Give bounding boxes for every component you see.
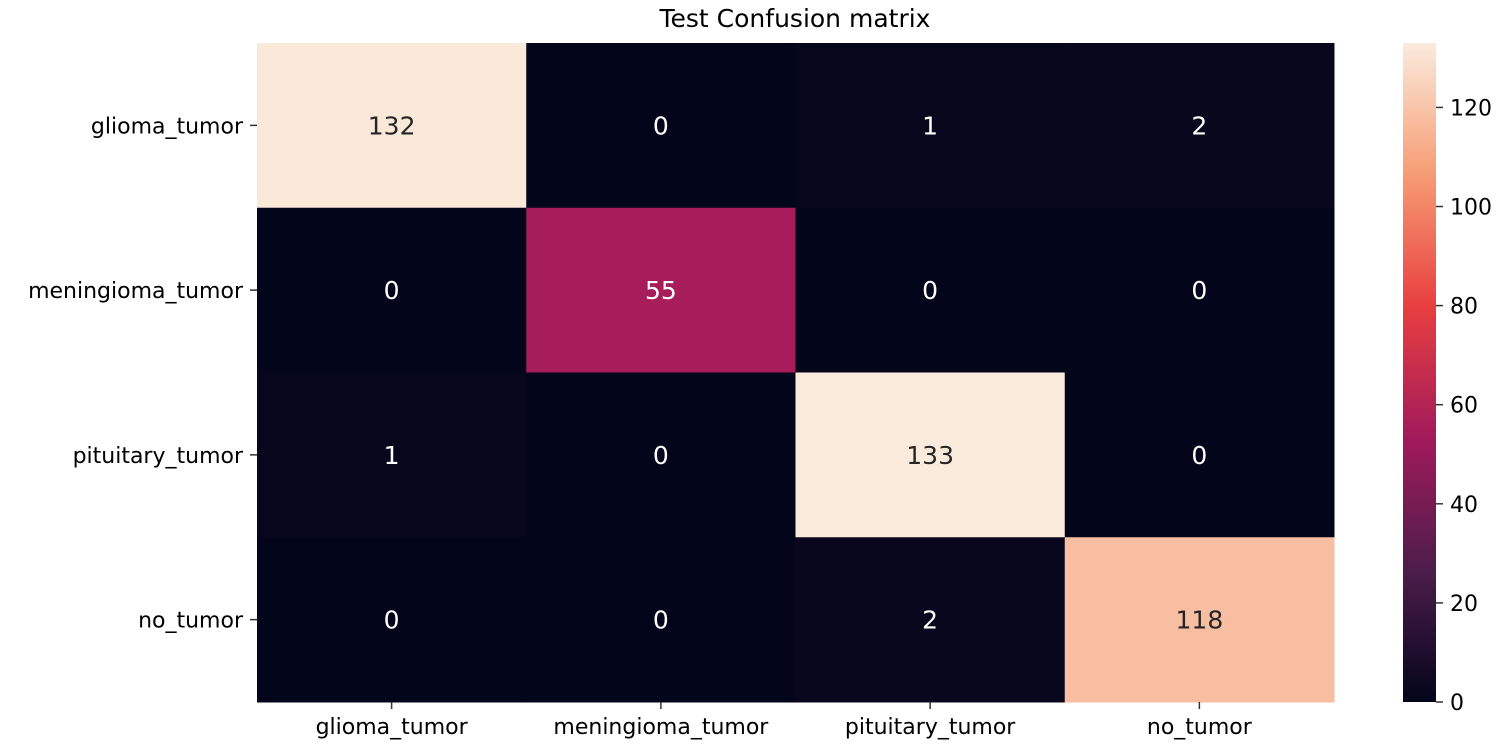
colorbar-tick-label: 60 xyxy=(1450,394,1478,419)
cell-value-label: 1 xyxy=(384,441,400,470)
heatmap-cell xyxy=(257,537,527,703)
heatmap-cell xyxy=(795,372,1066,538)
heatmap-cells: 132 0 1 2 0 55 0 0 1 0 133 0 0 0 2 118 xyxy=(257,43,1335,703)
heatmap-cell xyxy=(1064,207,1335,373)
x-axis: glioma_tumor meningioma_tumor pituitary_tu… xyxy=(316,702,1253,740)
heatmap-cell xyxy=(1064,372,1335,538)
y-tick-label: no_tumor xyxy=(138,609,244,634)
colorbar-tick-label: 120 xyxy=(1450,96,1492,121)
cell-value-label: 118 xyxy=(1176,606,1224,635)
heatmap-cell xyxy=(1064,537,1335,703)
cell-value-label: 0 xyxy=(653,111,669,140)
cell-value-label: 1 xyxy=(922,111,938,140)
heatmap-cell xyxy=(1064,43,1335,209)
colorbar-tick-label: 0 xyxy=(1450,691,1464,716)
cell-value-label: 0 xyxy=(384,276,400,305)
x-tick-label: meningioma_tumor xyxy=(553,715,769,740)
chart-title: Test Confusion matrix xyxy=(659,4,931,33)
x-tick-label: pituitary_tumor xyxy=(845,715,1016,740)
y-tick-label: glioma_tumor xyxy=(91,114,244,139)
cell-value-label: 132 xyxy=(368,111,416,140)
heatmap-cell xyxy=(526,207,796,373)
y-tick-label: meningioma_tumor xyxy=(28,279,244,304)
colorbar-tick-label: 40 xyxy=(1450,493,1478,518)
heatmap-cell xyxy=(526,43,796,209)
cell-value-label: 0 xyxy=(653,441,669,470)
heatmap-cell xyxy=(526,372,796,538)
y-axis: glioma_tumor meningioma_tumor pituitary_tu… xyxy=(28,114,257,634)
colorbar-tick-label: 100 xyxy=(1450,196,1492,221)
heatmap-cell xyxy=(257,207,527,373)
colorbar-tick-label: 80 xyxy=(1450,295,1478,320)
cell-value-label: 0 xyxy=(1191,441,1207,470)
cell-value-label: 2 xyxy=(922,606,938,635)
y-tick-label: pituitary_tumor xyxy=(73,444,244,469)
cell-value-label: 2 xyxy=(1191,111,1207,140)
heatmap-cell xyxy=(795,207,1066,373)
cell-value-label: 0 xyxy=(653,606,669,635)
colorbar-tick-label: 20 xyxy=(1450,592,1478,617)
heatmap-cell xyxy=(526,537,796,703)
x-tick-label: glioma_tumor xyxy=(316,715,469,740)
colorbar-gradient xyxy=(1403,43,1436,702)
heatmap-cell xyxy=(795,43,1066,209)
cell-value-label: 0 xyxy=(922,276,938,305)
cell-value-label: 55 xyxy=(645,276,677,305)
heatmap-cell xyxy=(795,537,1066,703)
heatmap-cell xyxy=(257,372,527,538)
cell-value-label: 133 xyxy=(906,441,954,470)
x-tick-label: no_tumor xyxy=(1147,715,1253,740)
heatmap-cell xyxy=(257,43,527,209)
cell-value-label: 0 xyxy=(384,606,400,635)
cell-value-label: 0 xyxy=(1191,276,1207,305)
colorbar: 0 20 40 60 80 100 120 xyxy=(1403,43,1492,716)
